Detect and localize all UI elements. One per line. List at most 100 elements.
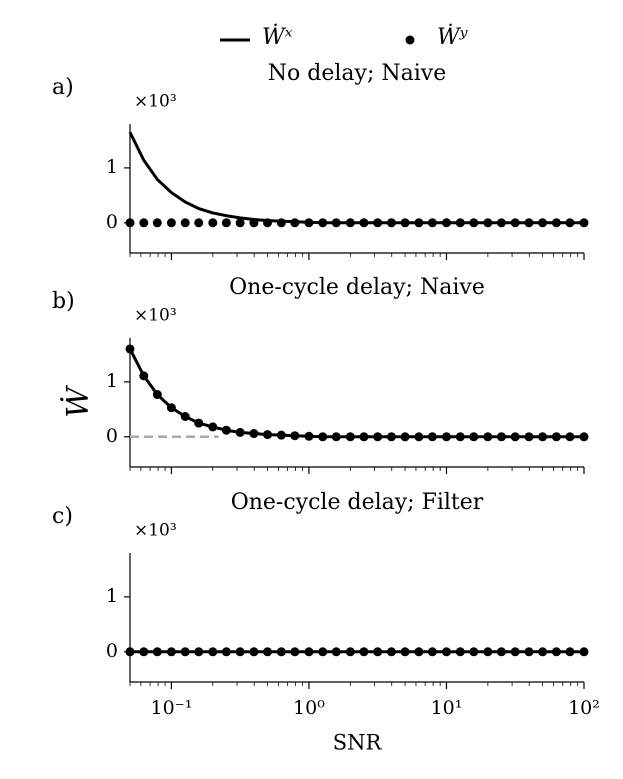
series-dot [496, 647, 506, 657]
y-axis-label: Ẇ [60, 385, 96, 418]
series-dot [235, 647, 245, 657]
series-dot [538, 647, 548, 657]
series-dot [441, 647, 451, 657]
series-dot [152, 390, 162, 400]
series-dot [373, 647, 383, 657]
series-dot [469, 432, 479, 442]
panel-label: c) [52, 504, 73, 529]
series-dot [579, 432, 589, 442]
series-dot [221, 425, 231, 435]
series-dot [510, 218, 520, 228]
series-dot [318, 218, 328, 228]
series-dot [139, 647, 149, 657]
offset-label: ×10³ [134, 521, 177, 541]
series-dot [263, 647, 273, 657]
series-dot [483, 218, 493, 228]
series-dot [208, 647, 218, 657]
series-dot [304, 218, 314, 228]
series-line [128, 348, 584, 439]
series-dot [249, 429, 259, 439]
series-dot [152, 218, 162, 228]
series-dot [483, 647, 493, 657]
series-dot [469, 647, 479, 657]
y-tick-label: 1 [106, 585, 118, 607]
series-dot [455, 432, 465, 442]
y-tick-label: 0 [106, 640, 118, 662]
series-dot [125, 218, 135, 228]
series-dot [551, 432, 561, 442]
series-dot [400, 647, 410, 657]
series-dot [565, 432, 575, 442]
x-tick-label: 10¹ [431, 697, 463, 719]
series-dot [263, 218, 273, 228]
series-dot [538, 432, 548, 442]
series-dot [235, 218, 245, 228]
series-dot [386, 218, 396, 228]
offset-label: ×10³ [134, 306, 177, 326]
series-dot [427, 432, 437, 442]
series-dot [510, 432, 520, 442]
panel-title: One-cycle delay; Filter [231, 490, 484, 515]
series-dot [455, 647, 465, 657]
series-dot [579, 218, 589, 228]
series-dot [290, 647, 300, 657]
series-dot [359, 432, 369, 442]
series-dot [496, 432, 506, 442]
series-dot [414, 218, 424, 228]
panel-label: a) [52, 75, 74, 100]
legend-dot [405, 35, 415, 45]
series-dot [318, 432, 328, 442]
series-dot [194, 418, 204, 428]
series-dot [221, 647, 231, 657]
series-line [128, 131, 584, 225]
series-dot [331, 647, 341, 657]
series-dot [139, 218, 149, 228]
series-dot [414, 647, 424, 657]
series-dot [166, 647, 176, 657]
series-dot [400, 218, 410, 228]
panel-title: One-cycle delay; Naive [229, 275, 485, 300]
series-dot [249, 647, 259, 657]
series-dot [152, 647, 162, 657]
x-tick-label: 10⁻¹ [150, 697, 192, 719]
series-dot [359, 218, 369, 228]
series-dot [221, 218, 231, 228]
series-dot [290, 431, 300, 441]
series-dot [579, 647, 589, 657]
series-dot [345, 432, 355, 442]
series-dot [318, 647, 328, 657]
series-dot [276, 218, 286, 228]
series-dot [331, 432, 341, 442]
panel-title: No delay; Naive [268, 61, 446, 86]
series-dot [510, 647, 520, 657]
series-dot [180, 218, 190, 228]
panel-label: b) [52, 289, 75, 314]
series-dot [125, 647, 135, 657]
y-tick-label: 0 [106, 211, 118, 233]
series-dot [441, 432, 451, 442]
series-dot [441, 218, 451, 228]
series-dot [263, 430, 273, 440]
series-dot [386, 647, 396, 657]
x-axis-label: SNR [333, 731, 383, 755]
series-dot [414, 432, 424, 442]
series-dot [373, 432, 383, 442]
series-dot [139, 371, 149, 381]
y-tick-label: 1 [106, 156, 118, 178]
series-dot [524, 218, 534, 228]
series-dot [565, 647, 575, 657]
series-dot [483, 432, 493, 442]
series-dot [249, 218, 259, 228]
series-dot [538, 218, 548, 228]
y-tick-label: 0 [106, 425, 118, 447]
series-dot [386, 432, 396, 442]
y-tick-label: 1 [106, 370, 118, 392]
series-dot [125, 344, 135, 354]
offset-label: ×10³ [134, 92, 177, 112]
series-dot [208, 218, 218, 228]
series-dot [290, 218, 300, 228]
series-dot [166, 218, 176, 228]
series-dot [524, 647, 534, 657]
series-dot [551, 647, 561, 657]
